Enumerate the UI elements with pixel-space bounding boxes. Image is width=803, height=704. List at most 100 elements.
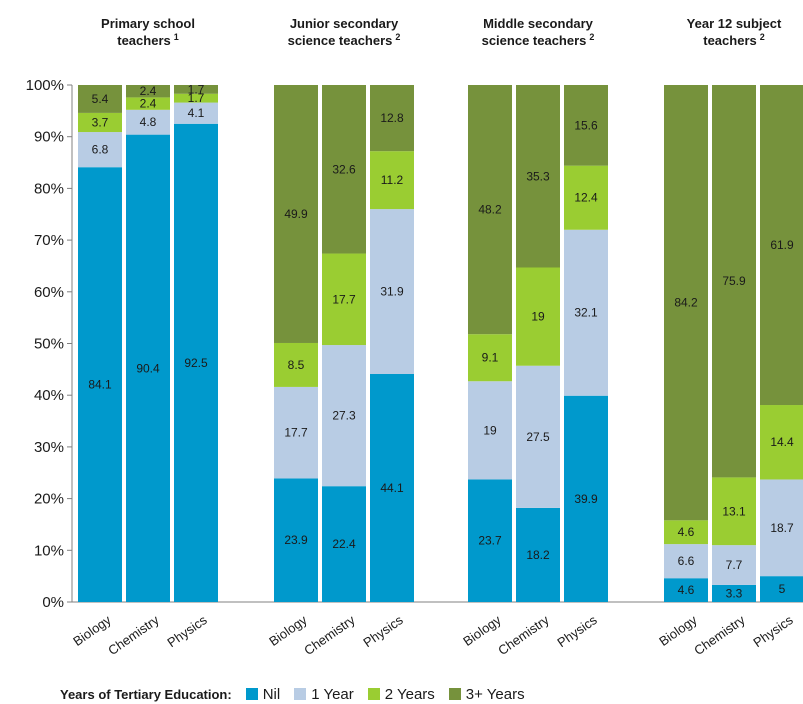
data-label: 19 [531,310,545,324]
data-label: 3.7 [92,115,109,129]
legend-swatch-3plus-years [448,688,461,700]
bar-segment-1-year [78,132,122,168]
data-label: 15.6 [574,118,598,132]
legend-swatch-nil [245,688,258,700]
bar-segment-1-year [322,345,366,487]
category-label: Chemistry [691,612,748,658]
group-title: Primary school teachers 1 [101,16,195,48]
data-label: 31.9 [380,285,404,299]
y-tick-label: 70% [34,232,64,249]
legend-swatch-2-years [367,688,380,700]
bar-segment-nil [760,576,803,602]
bar-segment-2-years [174,93,218,103]
bar-segment-3plus-years [760,85,803,406]
group-title-line: teachers 2 [703,32,765,48]
data-label: 48.2 [478,203,502,217]
bar-segment-1-year [664,544,708,579]
data-label: 13.1 [722,504,746,518]
data-label: 84.1 [88,378,112,392]
stacked-bar-chart: 0% 10% 20% 30% 40% 50% 60% 70% 80% 90% 100% 84.1 6.… [26,16,803,658]
category-label: Physics [554,612,600,650]
group-title-superscript: 2 [589,32,594,42]
bar-segment-nil [126,134,170,602]
data-label: 6.6 [678,554,695,568]
data-label: 92.5 [184,356,208,370]
bar-segment-3plus-years [664,85,708,521]
data-label: 2.4 [140,84,157,98]
group-title-superscript: 1 [174,32,179,42]
bar-segment-1-year [126,109,170,135]
data-label: 27.5 [526,430,550,444]
legend-label-nil: Nil [262,685,281,703]
bar-segment-2-years [516,267,560,366]
legend-swatch-1-year [294,688,307,700]
data-label: 44.1 [380,481,404,495]
legend-item-nil: Nil [245,685,281,703]
legend-item-2-years: 2 Years [367,686,435,703]
data-label: 19 [483,423,497,437]
group-title-line: Year 12 subject [687,16,782,31]
bar-segment-1-year [564,229,608,396]
data-label: 14.4 [770,435,794,449]
data-label: 23.7 [478,534,502,548]
bar-segment-3plus-years [126,85,170,98]
group-title: Middle secondary science teachers 2 [482,16,595,48]
y-tick-label: 80% [34,180,64,197]
data-label: 4.8 [140,115,157,129]
data-label: 17.7 [284,426,308,440]
category-label: Physics [750,612,796,650]
y-tick-label: 90% [34,129,64,146]
group-title-line: science teachers 2 [288,32,401,48]
data-label: 5 [779,582,786,596]
y-tick-label: 40% [34,387,64,404]
bar-segment-nil [468,479,512,602]
data-label: 1.7 [188,91,205,105]
bar-segment-nil [370,374,414,602]
y-tick-label: 100% [26,77,64,94]
y-tick-label: 10% [34,542,64,559]
bar-segment-2-years [126,97,170,110]
bar-segment-nil [664,578,708,602]
group-title-line: teachers 1 [117,32,179,48]
legend-label-3plus-years: 3+ Years [465,685,525,703]
data-label: 1.7 [188,82,205,96]
bar-segment-1-year [274,386,318,479]
category-label: Chemistry [105,612,162,658]
bar-segment-1-year [370,209,414,375]
data-label: 5.4 [92,92,109,106]
group-title-line: Middle secondary [483,16,594,31]
data-label: 90.4 [136,361,160,375]
bar-segment-1-year [516,365,560,508]
bar-segment-2-years [78,112,122,133]
group-title-line: Junior secondary [290,16,399,31]
group-title-line: Primary school [101,16,195,31]
bar-segment-nil [78,167,122,602]
data-label: 84.2 [674,296,698,310]
data-label: 17.7 [332,292,356,306]
group-title-superscript: 2 [760,32,765,42]
bar-segment-nil [322,486,366,602]
data-label: 12.4 [574,191,598,205]
bar-segment-1-year [468,381,512,480]
group-title: Junior secondary science teachers 2 [288,16,401,48]
bar-segment-3plus-years [468,85,512,335]
bar-segment-2-years [664,520,708,545]
bar-segment-3plus-years [564,85,608,166]
group-title: Year 12 subject teachers 2 [687,16,782,48]
data-label: 12.8 [380,111,404,125]
y-tick-label: 30% [34,439,64,456]
y-tick-label: 20% [34,491,64,508]
legend-item-1-year: 1 Year [294,686,354,703]
legend-label-1-year: 1 Year [311,685,354,703]
data-label: 75.9 [722,274,746,288]
bar-segment-3plus-years [370,85,414,152]
data-label: 32.6 [332,162,356,176]
group-title-line: science teachers 2 [482,32,595,48]
legend-item-3plus-years: 3+ Years [448,685,525,703]
bar-segment-nil [564,395,608,602]
data-label: 22.4 [332,537,356,551]
bar-segment-2-years [468,334,512,382]
data-label: 8.5 [288,358,305,372]
data-label: 11.2 [381,173,404,187]
